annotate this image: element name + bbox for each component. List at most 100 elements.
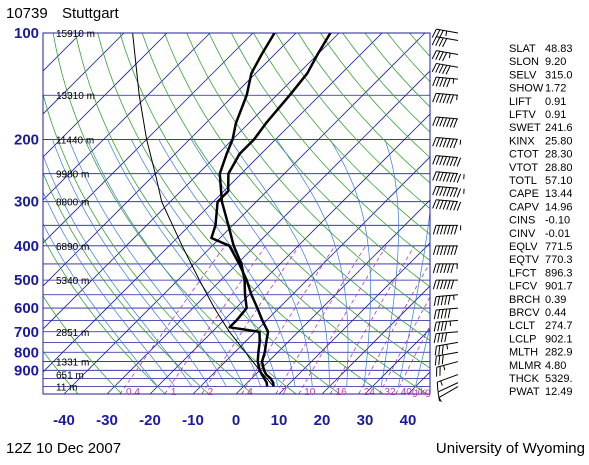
barb-flag bbox=[449, 173, 455, 183]
barb-flag bbox=[446, 94, 451, 104]
barb-flag bbox=[446, 78, 451, 88]
barb-flag bbox=[437, 391, 440, 402]
mixing-ratio-line bbox=[329, 245, 415, 394]
moist-adiabat-line bbox=[68, 139, 227, 387]
station-id: 10739 bbox=[6, 5, 48, 22]
temperature-label--30: -30 bbox=[96, 412, 118, 429]
station-name: Stuttgart bbox=[62, 5, 120, 22]
barb-flag bbox=[438, 37, 444, 47]
barb-flag bbox=[442, 38, 448, 48]
barb-flag bbox=[449, 156, 455, 167]
mixing-ratio-line bbox=[164, 245, 267, 394]
barb-flag bbox=[456, 157, 462, 167]
pressure-label-400: 400 bbox=[14, 238, 39, 255]
barb-flag bbox=[438, 355, 441, 365]
pressure-label-300: 300 bbox=[14, 194, 39, 211]
barb-flag bbox=[447, 308, 451, 319]
barb-flag bbox=[442, 94, 448, 104]
barb-flag bbox=[435, 199, 441, 209]
barb-flag bbox=[433, 296, 437, 306]
barb-flag bbox=[436, 245, 440, 255]
pressure-label-600: 600 bbox=[14, 300, 39, 317]
dry-adiabat-line bbox=[297, 33, 430, 184]
wind-barb bbox=[432, 76, 459, 88]
barb-staff bbox=[436, 307, 459, 311]
moist-adiabat-line bbox=[397, 208, 430, 387]
barb-half-flag bbox=[443, 365, 446, 371]
dry-adiabat-line bbox=[43, 295, 122, 394]
moist-adiabat-line bbox=[158, 139, 296, 387]
index-name-mlmr: MLMR bbox=[509, 360, 541, 372]
moist-adiabat-line bbox=[43, 154, 193, 387]
barb-flag bbox=[453, 201, 458, 211]
barb-flag bbox=[437, 296, 441, 306]
barb-staff bbox=[436, 331, 459, 335]
mixing-ratio-label: 32 bbox=[384, 387, 396, 398]
height-label: 2851 m bbox=[56, 328, 89, 339]
barb-flag bbox=[440, 332, 444, 343]
index-value-totl: 57.10 bbox=[545, 175, 573, 187]
barb-flag bbox=[453, 157, 458, 167]
isotherm-line bbox=[235, 199, 430, 394]
wind-barb bbox=[432, 263, 458, 274]
mixing-ratio-line bbox=[119, 245, 226, 394]
barb-flag bbox=[439, 117, 444, 127]
barb-flag bbox=[435, 171, 441, 181]
index-value-cinv: -0.01 bbox=[545, 228, 570, 240]
isotherm-line bbox=[278, 242, 430, 394]
index-value-cape: 13.44 bbox=[545, 188, 573, 200]
wind-barb bbox=[432, 224, 462, 235]
isotherm-line bbox=[43, 33, 168, 158]
temperature-label--10: -10 bbox=[182, 412, 204, 429]
temperature-profile-line bbox=[210, 33, 332, 387]
barb-half-flag bbox=[440, 380, 443, 386]
sounding-profiles bbox=[132, 33, 332, 387]
barb-flag bbox=[446, 200, 451, 210]
index-value-mlth: 282.9 bbox=[545, 347, 573, 359]
index-name-lclp: LCLP bbox=[509, 333, 537, 345]
index-name-brch: BRCH bbox=[509, 294, 540, 306]
height-label: 11 m bbox=[56, 383, 78, 394]
barb-flag bbox=[432, 137, 437, 147]
barb-flag bbox=[439, 137, 444, 148]
dry-adiabat-line bbox=[43, 92, 253, 394]
index-value-lclt: 274.7 bbox=[545, 320, 573, 332]
barb-staff bbox=[436, 199, 459, 203]
index-name-lift: LIFT bbox=[509, 96, 532, 108]
index-value-slon: 9.20 bbox=[545, 56, 566, 68]
index-value-pwat: 12.49 bbox=[545, 386, 573, 398]
index-name-ctot: CTOT bbox=[509, 149, 539, 161]
wind-barb bbox=[432, 245, 458, 255]
barb-flag bbox=[438, 30, 444, 40]
dry-adiabat-line bbox=[75, 33, 340, 394]
moist-adiabat-line bbox=[86, 139, 244, 387]
barb-flag bbox=[441, 344, 444, 355]
wind-barb bbox=[431, 50, 459, 62]
wind-barbs bbox=[431, 28, 465, 403]
barb-flag bbox=[439, 186, 444, 196]
moist-adiabat-line bbox=[43, 191, 175, 387]
mixing-ratio-line bbox=[241, 245, 336, 394]
barb-flag bbox=[438, 64, 444, 74]
pressure-label-700: 700 bbox=[14, 324, 39, 341]
mixing-ratio-label: 24 bbox=[364, 387, 376, 398]
barb-flag bbox=[433, 309, 437, 320]
barb-flag bbox=[440, 309, 444, 319]
barb-flag bbox=[445, 65, 451, 75]
barb-flag bbox=[432, 116, 437, 126]
index-value-cins: -0.10 bbox=[545, 215, 570, 227]
index-name-cinv: CINV bbox=[509, 228, 536, 240]
temperature-label-20: 20 bbox=[314, 412, 331, 429]
wind-barb bbox=[433, 331, 459, 343]
wind-barb bbox=[432, 155, 462, 167]
barb-staff bbox=[436, 361, 459, 368]
temperature-label-30: 30 bbox=[357, 412, 374, 429]
index-value-vtot: 28.80 bbox=[545, 162, 573, 174]
barb-flag bbox=[442, 65, 448, 74]
barb-flag bbox=[450, 279, 455, 290]
barb-flag bbox=[444, 295, 448, 306]
barb-flag bbox=[442, 172, 448, 182]
index-name-lclt: LCLT bbox=[509, 320, 535, 332]
